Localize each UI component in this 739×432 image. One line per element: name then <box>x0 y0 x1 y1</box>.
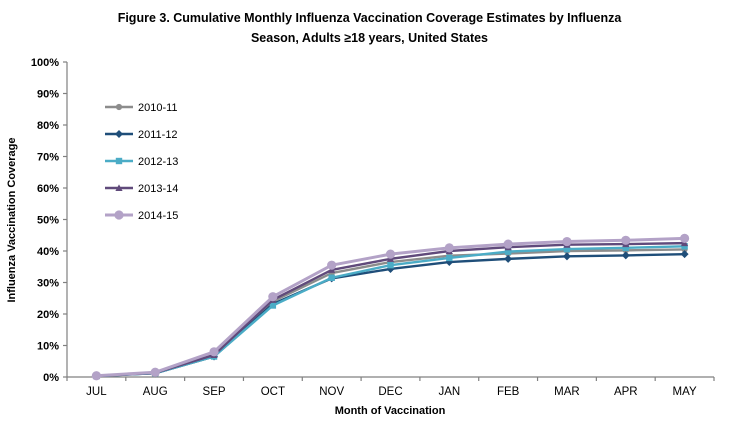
x-tick-label: MAR <box>554 386 580 398</box>
legend-item-2013-14: 2013-14 <box>105 183 178 195</box>
legend-label: 2012-13 <box>138 156 178 168</box>
y-tick-label: 80% <box>37 120 59 132</box>
y-tick-label: 60% <box>37 183 59 195</box>
chart-title-line2: Season, Adults ≥18 years, United States <box>250 31 489 45</box>
y-tick-label: 30% <box>37 278 59 290</box>
legend-item-2010-11: 2010-11 <box>105 102 178 114</box>
chart-title: Figure 3. Cumulative Monthly Influenza V… <box>0 8 739 48</box>
series-2014-15 <box>91 233 690 381</box>
chart-title-line1: Figure 3. Cumulative Monthly Influenza V… <box>117 11 622 25</box>
legend-item-2012-13: 2012-13 <box>105 156 178 168</box>
y-tick-label: 40% <box>37 246 59 258</box>
x-tick-label: SEP <box>203 386 226 398</box>
x-tick-label: JAN <box>438 386 460 398</box>
data-series <box>91 233 690 381</box>
y-tick-label: 20% <box>37 309 59 321</box>
y-tick-label: 0% <box>43 372 59 384</box>
y-tick-label: 10% <box>37 341 59 353</box>
x-tick-label: DEC <box>378 386 402 398</box>
legend-label: 2011-12 <box>138 129 178 141</box>
legend: 2010-11 2011-12 2012-13 2013-14 2014-15 <box>105 102 178 222</box>
x-tick-label: APR <box>614 386 638 398</box>
series-2013-14 <box>92 239 689 380</box>
y-tick-label: 100% <box>31 57 59 69</box>
x-tick-label: FEB <box>497 386 520 398</box>
y-tick-label: 50% <box>37 215 59 227</box>
y-tick-label: 70% <box>37 152 59 164</box>
legend-label: 2010-11 <box>138 102 178 114</box>
legend-label: 2013-14 <box>138 183 178 195</box>
series-2011-12 <box>92 250 689 381</box>
x-tick-label: MAY <box>673 386 697 398</box>
x-tick-label: JUL <box>86 386 107 398</box>
y-tick-label: 90% <box>37 89 59 101</box>
x-axis-title: Month of Vaccination <box>335 405 446 417</box>
axes: 0% 10% 20% 30% 40% 50% 60% 70% 80% 90% 100% JUL AUG S… <box>31 57 715 398</box>
legend-label: 2014-15 <box>138 210 178 222</box>
x-tick-label: AUG <box>143 386 168 398</box>
series-2012-13 <box>93 243 688 380</box>
x-tick-label: OCT <box>261 386 285 398</box>
legend-item-2014-15: 2014-15 <box>105 210 178 222</box>
legend-item-2011-12: 2011-12 <box>105 129 178 141</box>
y-axis-title: Influenza Vaccination Coverage <box>6 137 18 302</box>
x-tick-label: NOV <box>319 386 344 398</box>
